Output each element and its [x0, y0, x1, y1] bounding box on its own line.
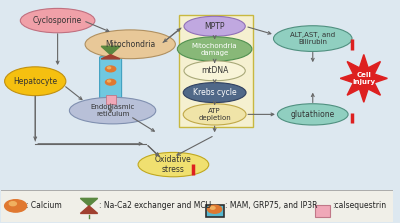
Ellipse shape — [184, 61, 245, 81]
Ellipse shape — [69, 97, 156, 124]
FancyBboxPatch shape — [106, 95, 116, 104]
Ellipse shape — [138, 152, 209, 177]
Polygon shape — [101, 55, 120, 59]
Text: ALT,AST, and
Bilirubin: ALT,AST, and Bilirubin — [290, 32, 335, 45]
Circle shape — [208, 205, 222, 213]
FancyBboxPatch shape — [179, 15, 254, 127]
Text: MPTP: MPTP — [204, 22, 225, 31]
Text: mtDNA: mtDNA — [201, 66, 228, 75]
Ellipse shape — [278, 104, 348, 125]
Text: Cell
Injury: Cell Injury — [352, 72, 375, 85]
Text: glutathione: glutathione — [291, 110, 335, 119]
Circle shape — [210, 206, 215, 209]
Circle shape — [9, 202, 16, 206]
Circle shape — [106, 79, 116, 85]
Text: Endoplasmic
reticulum: Endoplasmic reticulum — [90, 104, 135, 117]
Circle shape — [108, 67, 111, 69]
Ellipse shape — [177, 37, 252, 61]
Text: Mitochondria: Mitochondria — [105, 40, 155, 49]
Ellipse shape — [5, 67, 66, 96]
Bar — [1, 190, 393, 222]
Text: Krebs cycle: Krebs cycle — [193, 88, 236, 97]
Text: : MAM, GRP75, and IP3R: : MAM, GRP75, and IP3R — [225, 201, 318, 211]
Circle shape — [5, 200, 27, 212]
Ellipse shape — [274, 26, 352, 52]
Text: : Na-Ca2 exchanger and MCU: : Na-Ca2 exchanger and MCU — [99, 201, 211, 211]
Polygon shape — [80, 206, 98, 213]
Polygon shape — [80, 198, 98, 206]
Text: : Calcium: : Calcium — [26, 201, 62, 211]
Text: :calsequestrin: :calsequestrin — [332, 201, 386, 211]
Circle shape — [108, 80, 111, 82]
Ellipse shape — [20, 8, 95, 33]
Ellipse shape — [183, 83, 246, 103]
Text: ATP
depletion: ATP depletion — [198, 108, 231, 121]
Polygon shape — [101, 46, 120, 55]
Ellipse shape — [183, 104, 246, 125]
Text: Hepatocyte: Hepatocyte — [13, 77, 57, 86]
FancyBboxPatch shape — [100, 57, 122, 102]
Text: Mitochondria
damage: Mitochondria damage — [192, 43, 238, 56]
FancyBboxPatch shape — [315, 204, 330, 217]
Ellipse shape — [85, 30, 175, 59]
Ellipse shape — [184, 16, 245, 36]
Text: Cyclosporine: Cyclosporine — [33, 16, 82, 25]
Text: Oxidative
stress: Oxidative stress — [155, 155, 192, 174]
Circle shape — [106, 66, 116, 72]
FancyBboxPatch shape — [206, 205, 224, 217]
Polygon shape — [340, 55, 387, 102]
